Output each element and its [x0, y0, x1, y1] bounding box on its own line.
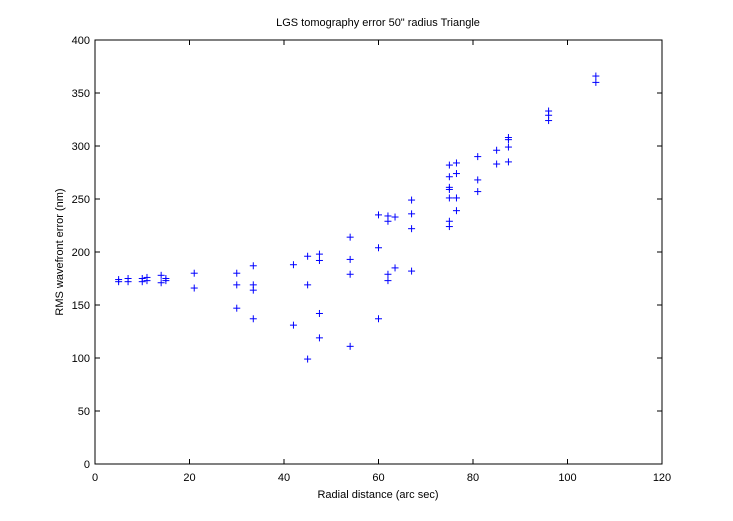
y-tick-label: 150	[72, 300, 90, 312]
data-point	[315, 309, 323, 317]
data-point	[474, 153, 482, 161]
data-point	[375, 244, 382, 252]
data-point	[592, 78, 600, 86]
data-point	[315, 250, 323, 258]
data-point	[504, 134, 512, 142]
data-point	[545, 107, 553, 115]
data-point	[504, 158, 512, 166]
data-point	[592, 72, 600, 80]
plot-area	[94, 39, 663, 465]
data-point	[315, 256, 323, 264]
data-point	[391, 264, 399, 272]
data-point	[445, 173, 453, 181]
data-point	[408, 225, 416, 233]
y-tick-label: 0	[84, 459, 90, 471]
data-point	[233, 269, 241, 277]
data-point	[124, 275, 132, 282]
data-point	[304, 252, 312, 260]
x-axis: 0 20 40 60 80 100 120	[92, 40, 671, 484]
data-point	[233, 281, 241, 289]
data-point	[304, 355, 312, 363]
y-axis: 0 50 100 150 200 250 300 350 400	[72, 35, 662, 471]
y-tick-label: 350	[72, 88, 90, 100]
data-point	[452, 194, 460, 202]
x-tick-label: 100	[558, 472, 576, 484]
data-point	[445, 217, 453, 225]
data-point	[315, 334, 323, 342]
data-point	[452, 159, 460, 167]
data-point	[452, 170, 460, 178]
x-tick-label: 0	[92, 472, 98, 484]
data-point	[493, 146, 501, 154]
data-point	[249, 281, 257, 289]
data-point	[474, 176, 482, 184]
data-point	[138, 275, 146, 282]
data-point	[375, 315, 382, 323]
data-point	[452, 207, 460, 215]
x-tick-label: 60	[372, 472, 384, 484]
chart-title: LGS tomography error 50" radius Triangle	[276, 17, 480, 29]
data-point	[304, 281, 312, 289]
y-axis-label: RMS wavefront error (nm)	[54, 188, 66, 315]
data-points	[115, 72, 600, 363]
data-point	[143, 273, 151, 281]
data-point	[445, 194, 453, 202]
y-tick-label: 400	[72, 35, 90, 47]
data-point	[190, 269, 198, 277]
data-point	[445, 183, 453, 191]
data-point	[493, 160, 501, 168]
data-point	[115, 276, 123, 284]
data-point	[233, 304, 241, 312]
data-point	[190, 284, 198, 292]
x-tick-label: 120	[653, 472, 671, 484]
data-point	[249, 262, 257, 270]
y-tick-label: 100	[72, 353, 90, 365]
data-point	[249, 315, 257, 323]
data-point	[289, 261, 297, 269]
data-point	[346, 270, 354, 278]
x-tick-label: 80	[467, 472, 479, 484]
x-axis-label: Radial distance (arc sec)	[317, 489, 438, 501]
data-point	[384, 270, 392, 278]
x-tick-label: 40	[278, 472, 290, 484]
data-point	[408, 210, 416, 218]
data-point	[346, 233, 354, 241]
data-point	[346, 342, 354, 350]
y-tick-label: 300	[72, 141, 90, 153]
data-point	[474, 188, 482, 196]
data-point	[289, 321, 297, 329]
data-point	[157, 271, 165, 279]
y-tick-label: 200	[72, 247, 90, 259]
data-point	[157, 279, 165, 287]
y-tick-label: 250	[72, 194, 90, 206]
data-point	[445, 161, 453, 169]
data-point	[391, 213, 399, 221]
data-point	[504, 143, 512, 151]
x-tick-label: 20	[183, 472, 195, 484]
data-point	[408, 196, 416, 204]
data-point	[384, 277, 392, 285]
data-point	[375, 211, 382, 219]
data-point	[408, 267, 416, 275]
data-point	[384, 212, 392, 220]
data-point	[346, 255, 354, 263]
data-point	[162, 275, 170, 282]
y-tick-label: 50	[78, 406, 90, 418]
